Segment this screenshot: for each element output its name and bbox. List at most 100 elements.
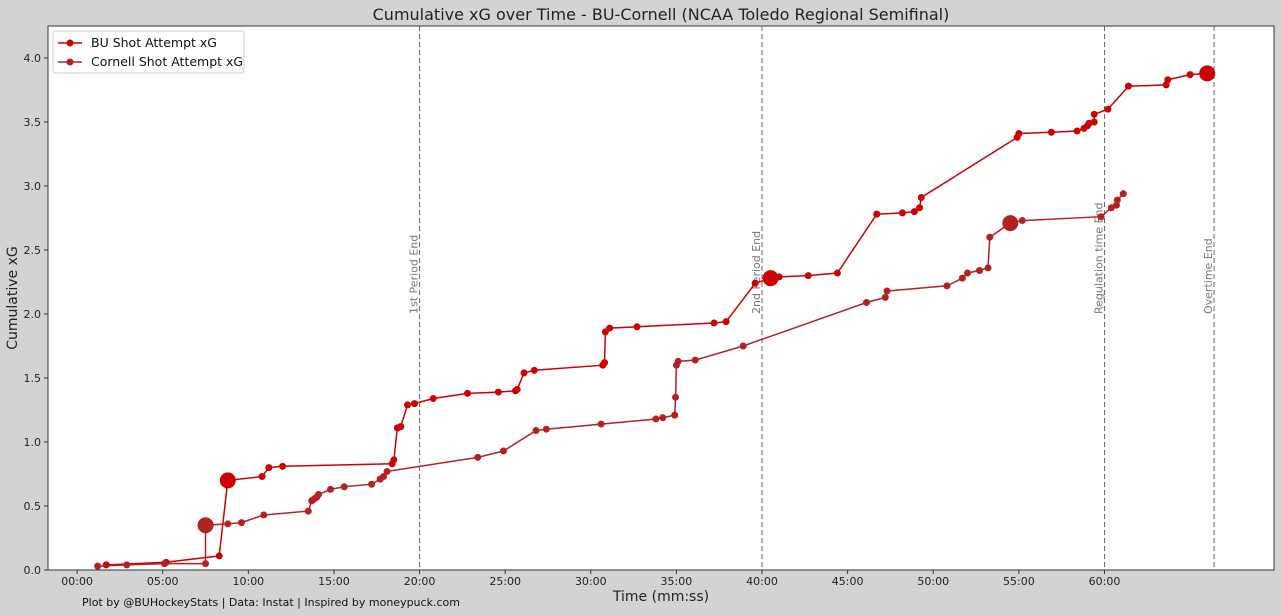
large-data-point (1199, 65, 1216, 82)
data-point (1186, 71, 1194, 79)
data-point (633, 323, 641, 331)
data-point (910, 208, 918, 216)
period-line-label: 1st Period End (408, 235, 421, 314)
data-point (1018, 217, 1026, 225)
large-data-point (762, 270, 779, 287)
data-point (691, 356, 699, 364)
y-axis-label: Cumulative xG (5, 246, 21, 350)
x-axis: 00:00 05:00 10:00 15:00 20:00 25:00 30:00 35:00… (61, 570, 1120, 588)
data-point (237, 519, 245, 527)
legend: BU Shot Attempt xG Cornell Shot Attempt … (52, 30, 245, 74)
x-tick-label: 00:00 (61, 575, 93, 588)
data-point (258, 473, 266, 481)
data-point (862, 298, 870, 306)
data-point (975, 266, 983, 274)
data-point (513, 386, 521, 394)
legend-label-cornell: Cornell Shot Attempt xG (91, 54, 243, 69)
data-point (260, 511, 268, 519)
x-tick-label: 60:00 (1089, 575, 1121, 588)
data-point (1015, 130, 1023, 138)
period-line-label: Overtime End (1202, 238, 1215, 314)
x-tick-label: 50:00 (917, 575, 949, 588)
data-point (804, 272, 812, 280)
data-point (1090, 118, 1098, 126)
data-point (739, 342, 747, 350)
x-tick-label: 35:00 (661, 575, 693, 588)
data-point (315, 490, 323, 498)
data-point (917, 194, 925, 202)
data-point (499, 447, 507, 455)
y-tick-label: 0.5 (24, 500, 42, 513)
x-tick-label: 55:00 (1003, 575, 1035, 588)
data-point (265, 464, 273, 472)
series-layer (94, 65, 1216, 570)
legend-box (52, 30, 245, 74)
data-point (943, 282, 951, 290)
data-point (380, 473, 388, 481)
data-point (224, 520, 232, 528)
y-axis: 0.0 0.5 1.0 1.5 2.0 2.5 3.0 3.5 4.0 (24, 52, 48, 577)
data-point (606, 324, 614, 332)
legend-marker-bu (66, 39, 74, 47)
data-point (1164, 76, 1172, 84)
large-data-point (219, 472, 236, 489)
data-point (964, 269, 971, 277)
chart-title: Cumulative xG over Time - BU-Cornell (NC… (373, 5, 950, 24)
data-point (464, 389, 472, 397)
data-point (304, 507, 312, 515)
data-point (672, 393, 680, 401)
data-point (597, 420, 605, 428)
data-point (659, 414, 667, 422)
data-point (94, 562, 102, 570)
data-point (215, 552, 223, 560)
data-point (160, 560, 168, 568)
data-point (397, 423, 405, 431)
data-point (279, 462, 287, 470)
data-point (751, 279, 759, 287)
data-point (494, 388, 502, 396)
data-point (327, 485, 335, 493)
data-point (390, 456, 398, 464)
data-point (984, 264, 992, 272)
x-tick-label: 10:00 (232, 575, 264, 588)
data-point (883, 287, 891, 295)
footer-credit: Plot by @BUHockeyStats | Data: Instat | … (82, 596, 460, 609)
data-point (542, 425, 550, 433)
legend-label-bu: BU Shot Attempt xG (91, 35, 217, 50)
y-tick-label: 4.0 (24, 52, 42, 65)
data-point (1124, 82, 1132, 90)
data-point (671, 411, 679, 419)
period-line-label: 2nd Period End (750, 231, 763, 314)
plot-area (47, 25, 1275, 571)
x-tick-label: 30:00 (575, 575, 607, 588)
data-point (383, 467, 391, 475)
data-point (916, 204, 924, 212)
y-tick-label: 2.0 (24, 308, 42, 321)
data-point (1073, 127, 1081, 135)
data-point (410, 400, 418, 408)
data-point (102, 561, 110, 569)
data-point (123, 561, 131, 569)
period-line-label: Regulation time End (1092, 203, 1105, 315)
data-point (986, 233, 994, 241)
data-point (873, 210, 881, 218)
data-point (652, 415, 660, 423)
data-point (710, 319, 718, 327)
x-axis-label: Time (mm:ss) (612, 589, 709, 605)
data-point (1119, 190, 1127, 198)
large-data-point (197, 517, 214, 534)
data-point (532, 426, 540, 434)
data-point (600, 359, 608, 367)
y-tick-label: 2.5 (24, 244, 42, 257)
y-tick-label: 1.5 (24, 372, 42, 385)
x-tick-label: 20:00 (404, 575, 436, 588)
x-tick-label: 05:00 (147, 575, 179, 588)
x-tick-label: 40:00 (746, 575, 778, 588)
x-tick-label: 15:00 (318, 575, 350, 588)
y-tick-label: 0.0 (24, 564, 42, 577)
data-point (520, 369, 528, 377)
data-point (898, 209, 906, 217)
data-point (202, 560, 210, 568)
data-point (958, 274, 966, 282)
